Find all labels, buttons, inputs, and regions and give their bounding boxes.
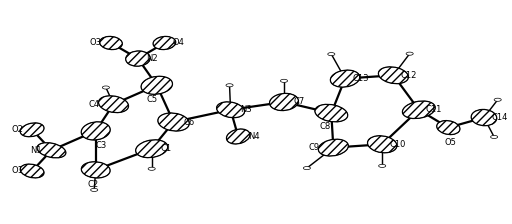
Text: C14: C14 <box>491 113 507 122</box>
Ellipse shape <box>136 140 168 158</box>
Text: N4: N4 <box>248 132 259 141</box>
Circle shape <box>494 98 501 101</box>
Ellipse shape <box>437 121 460 135</box>
Text: O4: O4 <box>173 39 185 47</box>
Circle shape <box>303 166 310 170</box>
Text: C2: C2 <box>88 180 99 189</box>
Text: C13: C13 <box>352 74 369 83</box>
Text: C3: C3 <box>95 141 106 150</box>
Ellipse shape <box>81 122 110 140</box>
Ellipse shape <box>20 164 44 178</box>
Text: N3: N3 <box>240 105 252 114</box>
Ellipse shape <box>368 136 397 153</box>
Ellipse shape <box>125 51 150 66</box>
Circle shape <box>226 84 233 87</box>
Circle shape <box>328 53 335 56</box>
Text: C6: C6 <box>183 118 195 127</box>
Ellipse shape <box>315 104 348 122</box>
Text: C10: C10 <box>389 140 406 149</box>
Ellipse shape <box>217 102 245 118</box>
Text: N2: N2 <box>146 54 158 63</box>
Ellipse shape <box>81 162 110 178</box>
Text: C7: C7 <box>293 97 305 106</box>
Circle shape <box>102 86 110 89</box>
Text: C12: C12 <box>400 71 417 80</box>
Text: O3: O3 <box>90 39 102 47</box>
Text: O2: O2 <box>12 125 24 134</box>
Text: C9: C9 <box>308 143 319 152</box>
Text: C8: C8 <box>319 122 331 131</box>
Ellipse shape <box>37 143 66 158</box>
Ellipse shape <box>330 70 360 87</box>
Ellipse shape <box>158 113 189 131</box>
Text: C5: C5 <box>146 95 157 104</box>
Ellipse shape <box>402 101 435 118</box>
Ellipse shape <box>100 37 122 50</box>
Text: C11: C11 <box>426 105 442 114</box>
Circle shape <box>406 52 413 55</box>
Circle shape <box>281 79 288 82</box>
Ellipse shape <box>378 67 409 84</box>
Ellipse shape <box>153 37 176 50</box>
Circle shape <box>148 167 155 170</box>
Ellipse shape <box>141 76 173 94</box>
Text: C1: C1 <box>160 144 172 153</box>
Ellipse shape <box>226 129 250 144</box>
Ellipse shape <box>98 96 129 113</box>
Circle shape <box>91 188 98 192</box>
Circle shape <box>379 164 386 167</box>
Text: N1: N1 <box>30 146 42 155</box>
Circle shape <box>490 135 498 138</box>
Ellipse shape <box>269 93 298 111</box>
Ellipse shape <box>318 139 348 156</box>
Text: O5: O5 <box>445 138 457 146</box>
Ellipse shape <box>471 110 497 126</box>
Text: O1: O1 <box>12 166 24 175</box>
Ellipse shape <box>20 123 44 137</box>
Text: C4: C4 <box>89 100 100 109</box>
